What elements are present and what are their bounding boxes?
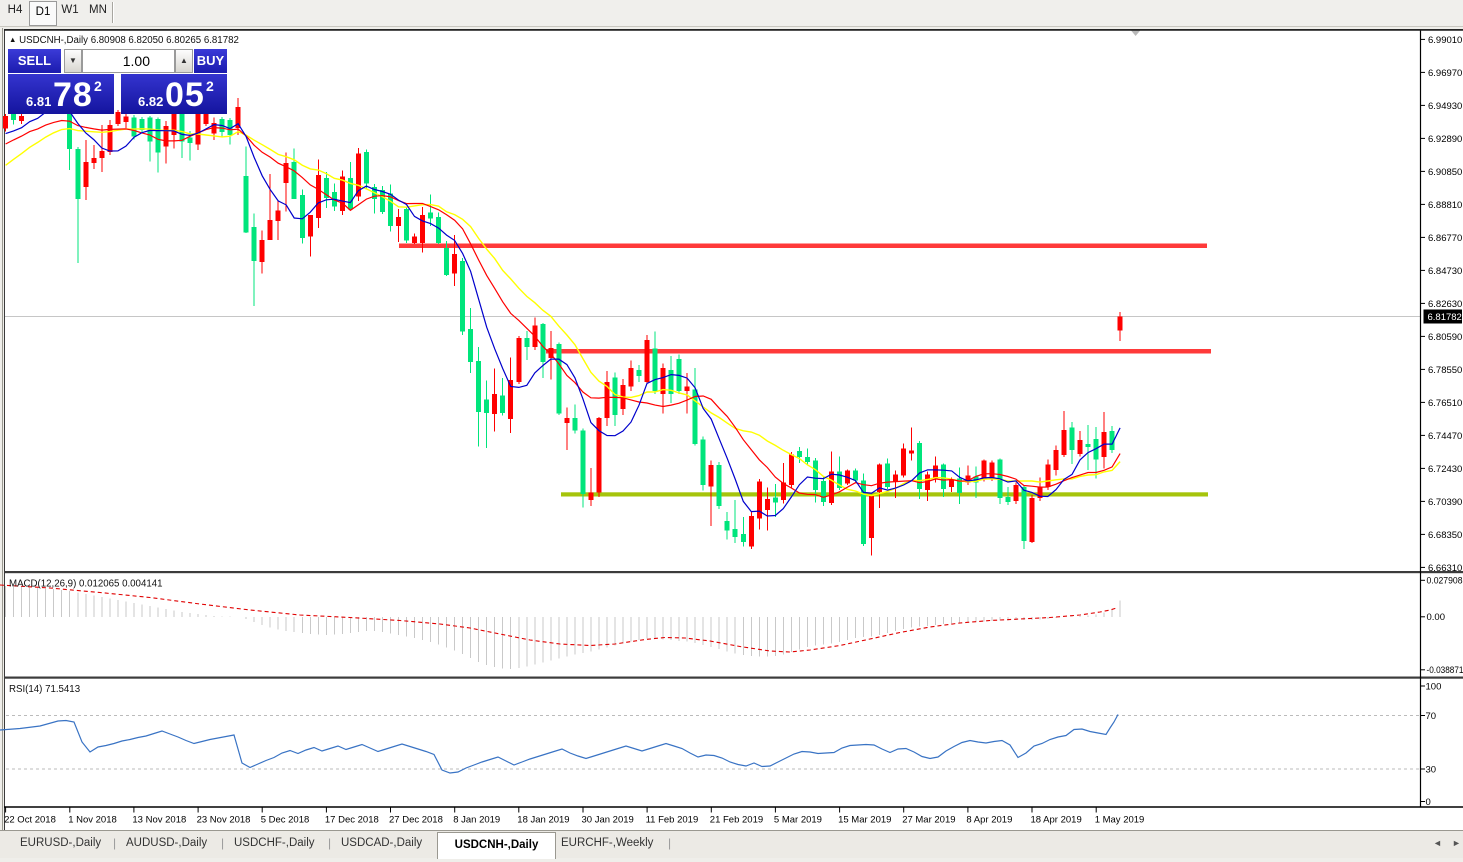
svg-text:100: 100 (1426, 681, 1442, 692)
svg-text:6.94930: 6.94930 (1428, 101, 1462, 112)
svg-text:30: 30 (1426, 764, 1437, 775)
svg-text:RSI(14) 71.5413: RSI(14) 71.5413 (9, 684, 80, 695)
svg-text:6.81782: 6.81782 (1428, 312, 1462, 323)
svg-text:6.86770: 6.86770 (1428, 233, 1462, 244)
svg-text:6.99010: 6.99010 (1428, 35, 1462, 46)
svg-text:70: 70 (1426, 711, 1437, 722)
svg-text:0: 0 (1426, 797, 1431, 808)
svg-text:6.74470: 6.74470 (1428, 431, 1462, 442)
svg-text:6.72430: 6.72430 (1428, 464, 1462, 475)
svg-text:6.84730: 6.84730 (1428, 266, 1462, 277)
svg-text:15 Mar 2019: 15 Mar 2019 (838, 815, 891, 826)
svg-text:6.78550: 6.78550 (1428, 365, 1462, 376)
svg-text:6.88810: 6.88810 (1428, 200, 1462, 211)
svg-text:6.70390: 6.70390 (1428, 497, 1462, 508)
svg-text:23 Nov 2018: 23 Nov 2018 (197, 815, 251, 826)
svg-text:6.96970: 6.96970 (1428, 68, 1462, 79)
svg-text:0.00: 0.00 (1427, 612, 1446, 623)
svg-text:1 Nov 2018: 1 Nov 2018 (68, 815, 117, 826)
svg-text:27 Dec 2018: 27 Dec 2018 (389, 815, 443, 826)
svg-text:17 Dec 2018: 17 Dec 2018 (325, 815, 379, 826)
svg-text:11 Feb 2019: 11 Feb 2019 (646, 815, 699, 826)
svg-text:6.68350: 6.68350 (1428, 530, 1462, 541)
svg-text:-0.038871: -0.038871 (1427, 665, 1463, 676)
svg-text:30 Jan 2019: 30 Jan 2019 (582, 815, 634, 826)
svg-text:22 Oct 2018: 22 Oct 2018 (4, 815, 56, 826)
svg-text:13 Nov 2018: 13 Nov 2018 (132, 815, 186, 826)
svg-text:6.90850: 6.90850 (1428, 167, 1462, 178)
svg-text:27 Mar 2019: 27 Mar 2019 (902, 815, 955, 826)
svg-text:6.66310: 6.66310 (1428, 563, 1462, 574)
svg-text:0.027908: 0.027908 (1427, 576, 1463, 587)
svg-text:8 Apr 2019: 8 Apr 2019 (966, 815, 1012, 826)
svg-text:5 Mar 2019: 5 Mar 2019 (774, 815, 822, 826)
svg-text:8 Jan 2019: 8 Jan 2019 (453, 815, 500, 826)
svg-text:21 Feb 2019: 21 Feb 2019 (710, 815, 763, 826)
svg-text:6.80590: 6.80590 (1428, 332, 1462, 343)
svg-text:▲ USDCNH-,Daily 6.80908 6.82: ▲ USDCNH-,Daily 6.80908 6.82050 6.80265 … (9, 35, 239, 46)
svg-text:MACD(12,26,9) 0.012065 0.00414: MACD(12,26,9) 0.012065 0.004141 (9, 579, 163, 590)
svg-text:6.76510: 6.76510 (1428, 398, 1462, 409)
svg-text:6.92890: 6.92890 (1428, 134, 1462, 145)
svg-text:18 Jan 2019: 18 Jan 2019 (517, 815, 569, 826)
svg-text:6.82630: 6.82630 (1428, 299, 1462, 310)
svg-text:1 May 2019: 1 May 2019 (1095, 815, 1145, 826)
svg-text:5 Dec 2018: 5 Dec 2018 (261, 815, 310, 826)
svg-text:18 Apr 2019: 18 Apr 2019 (1031, 815, 1082, 826)
